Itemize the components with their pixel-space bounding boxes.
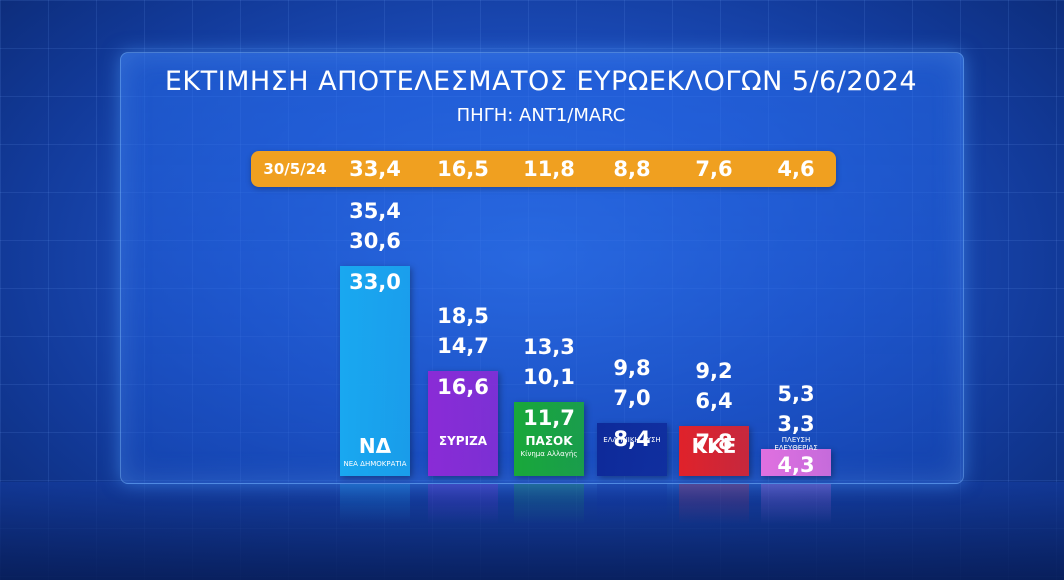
previous-value: 11,8 <box>523 157 575 181</box>
bar-value-label: 11,7 <box>523 405 575 430</box>
range-low-label: 10,1 <box>523 364 575 389</box>
party-logo-mark: ΝΔ <box>358 434 392 458</box>
party-logo: ΚΚΕ <box>679 434 749 458</box>
party-logo-mark: ΠΑΣΟΚ <box>525 434 573 448</box>
range-low-label: 7,0 <box>613 385 651 410</box>
party-logo-caption: ΕΛΛΗΝΙΚΗ ΛΥΣΗ <box>603 436 661 444</box>
range-low-label: 6,4 <box>695 389 733 414</box>
range-low-label: 14,7 <box>437 333 489 358</box>
previous-value: 4,6 <box>777 157 815 181</box>
previous-value: 33,4 <box>349 157 401 181</box>
bar-value-label: 16,6 <box>437 374 489 399</box>
bar-value-label: 4,3 <box>777 452 815 477</box>
party-logo: ΠΛΕΥΣΗ ΕΛΕΥΘΕΡΙΑΣ <box>761 434 831 452</box>
bar <box>679 426 749 476</box>
range-low-label: 3,3 <box>777 411 815 436</box>
party-logo: ΝΔ ΝΕΑ ΔΗΜΟΚΡΑΤΙΑ <box>340 434 410 468</box>
range-high-label: 35,4 <box>349 199 401 224</box>
party-logo: ΣΥΡΙΖΑ <box>428 434 498 448</box>
bar-reflection <box>514 484 584 524</box>
bar <box>428 370 498 476</box>
chart-title: ΕΚΤΙΜΗΣΗ ΑΠΟΤΕΛΕΣΜΑΤΟΣ ΕΥΡΩΕΚΛΟΓΩΝ 5/6/2… <box>164 66 918 97</box>
party-logo: ΕΛΛΗΝΙΚΗ ΛΥΣΗ <box>597 434 667 444</box>
range-low-label: 30,6 <box>349 229 401 254</box>
party-logo-mark: ΣΥΡΙΖΑ <box>438 434 488 448</box>
bar-value-label: 8,4 <box>613 426 651 451</box>
bar-reflection <box>428 484 498 524</box>
party-logo-caption: ΠΛΕΥΣΗ ΕΛΕΥΘΕΡΙΑΣ <box>774 436 818 452</box>
chart-subtitle: ΠΗΓΗ: ANT1/MARC <box>456 105 626 126</box>
party-logo: ΠΑΣΟΚ Κίνημα Αλλαγής <box>514 434 584 458</box>
range-high-label: 13,3 <box>523 334 575 359</box>
party-logo-caption: Κίνημα Αλλαγής <box>520 450 578 458</box>
bar <box>597 422 667 476</box>
bar-reflection <box>340 484 410 524</box>
party-logo-caption: ΝΕΑ ΔΗΜΟΚΡΑΤΙΑ <box>343 460 407 468</box>
bar-value-label: 7,8 <box>695 430 733 455</box>
floor <box>0 482 1064 580</box>
range-high-label: 5,3 <box>777 381 815 406</box>
bar <box>761 448 831 476</box>
bar-value-label: 33,0 <box>349 270 401 295</box>
bar-reflection <box>679 484 749 524</box>
range-high-label: 9,8 <box>613 355 651 380</box>
previous-value: 8,8 <box>613 157 651 181</box>
bar <box>340 266 410 476</box>
previous-poll-bar <box>251 151 836 187</box>
party-logo-mark: ΚΚΕ <box>691 434 737 458</box>
previous-value: 16,5 <box>437 157 489 181</box>
range-high-label: 18,5 <box>437 303 489 328</box>
previous-value: 7,6 <box>695 157 733 181</box>
bar-reflection <box>761 484 831 524</box>
previous-poll-label: 30/5/24 <box>263 160 327 178</box>
bar-reflection <box>597 484 667 524</box>
range-high-label: 9,2 <box>695 359 733 384</box>
bar <box>514 401 584 476</box>
